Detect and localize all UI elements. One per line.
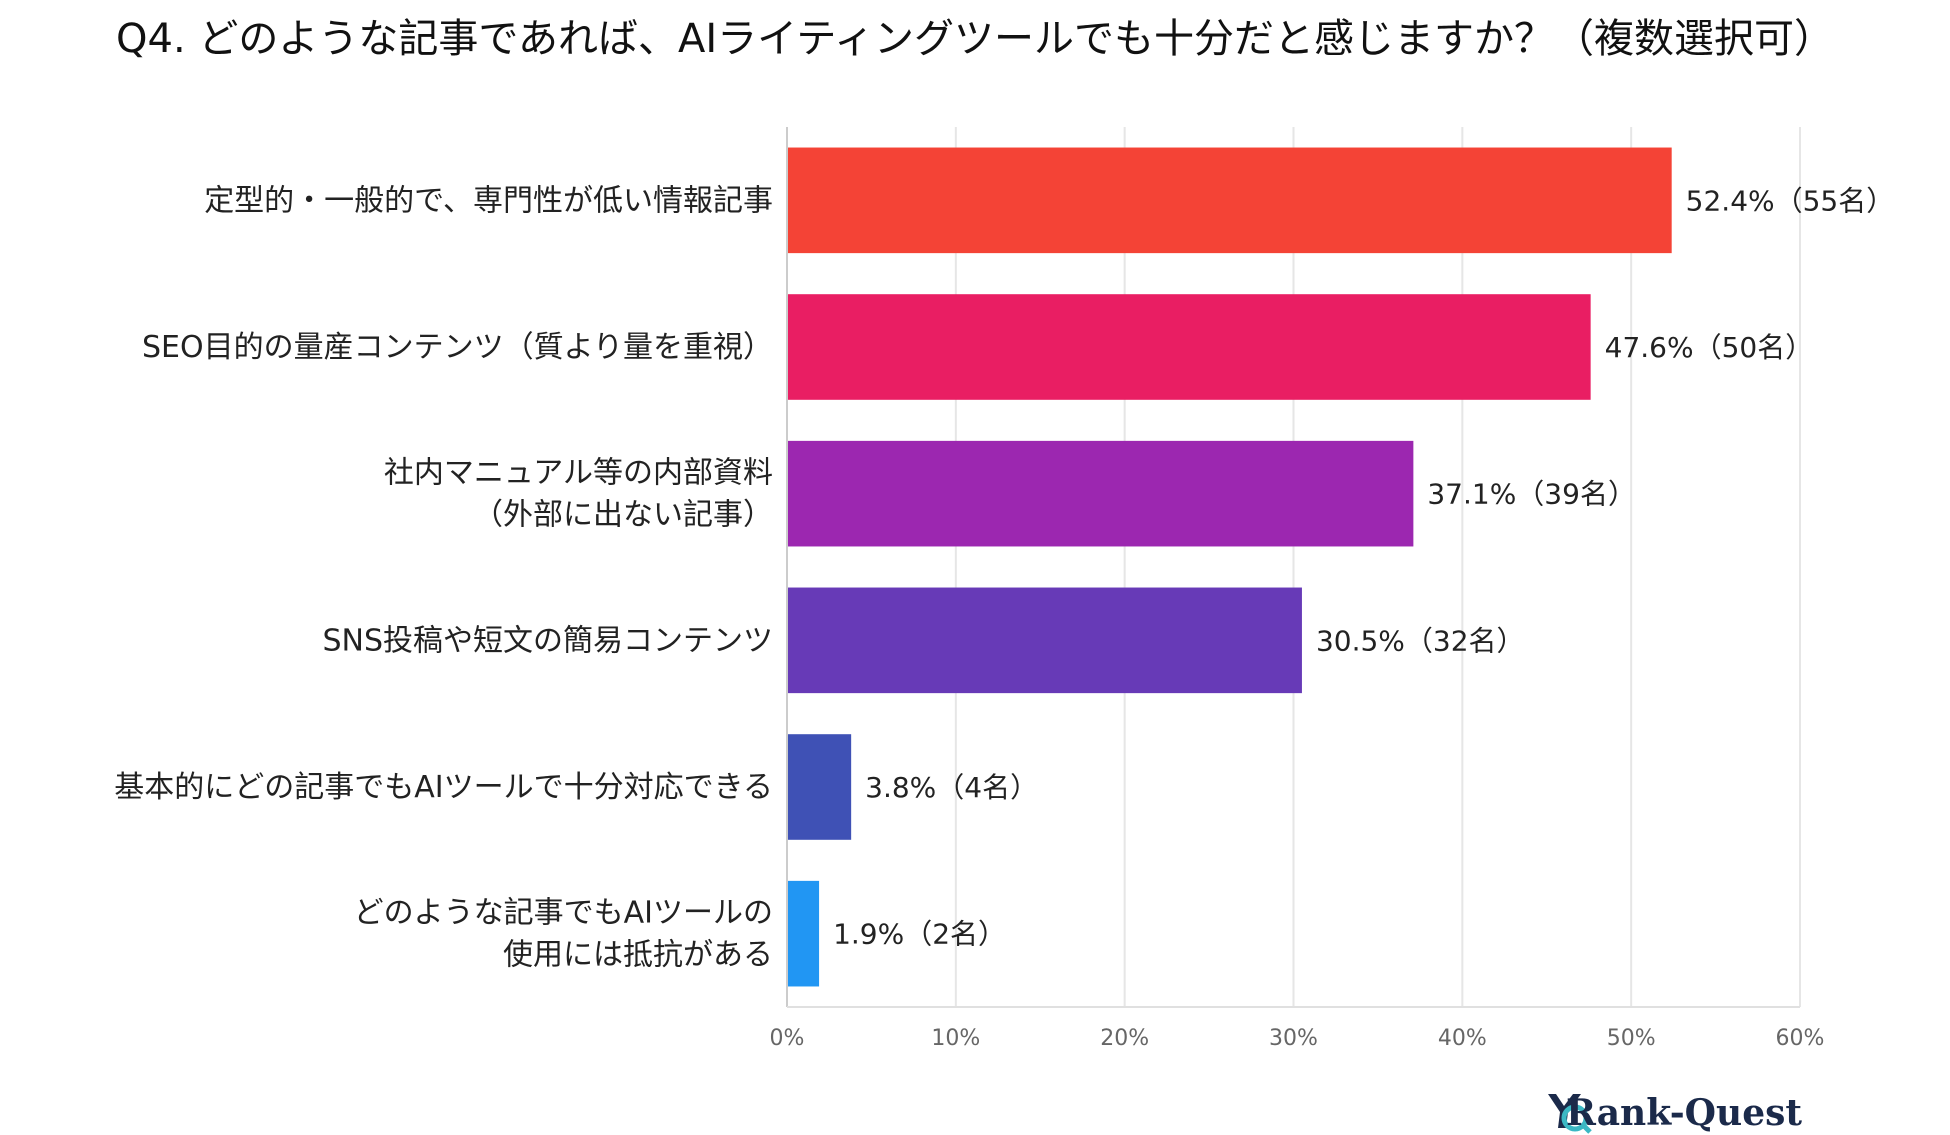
value-labels: 52.4%（55名） 47.6%（50名） 37.1%（39名） 30.5%（32名）… xyxy=(833,184,1894,950)
rank-quest-wordmark: Rank-Quest xyxy=(1566,1092,1802,1134)
category-label-6-line-2: 使用には抵抗がある xyxy=(503,938,773,973)
x-tick-label-10: 10% xyxy=(931,1026,980,1051)
bar-4 xyxy=(787,587,1302,694)
value-label-6: 1.9%（2名） xyxy=(833,918,1006,951)
x-tick-label-30: 30% xyxy=(1269,1026,1318,1051)
grid-lines xyxy=(954,127,1801,1007)
x-axis-ticks: 0% 10% 20% 30% 40% 50% 60% xyxy=(770,1026,1825,1051)
category-label-4: SNS投稿や短文の簡易コンテンツ xyxy=(322,623,773,658)
x-tick-label-60: 60% xyxy=(1776,1026,1825,1051)
bar-2 xyxy=(787,294,1591,400)
rank-quest-logo-icon xyxy=(1548,1094,1592,1134)
category-label-6-line-1: どのような記事でもAIツールの xyxy=(354,896,773,931)
x-tick-label-0: 0% xyxy=(770,1026,805,1051)
bar-1 xyxy=(787,147,1672,254)
bar-5 xyxy=(787,734,852,840)
category-label-2: SEO目的の量産コンテンツ（質より量を重視） xyxy=(142,330,773,365)
category-label-3-line-2: （外部に出ない記事） xyxy=(473,498,773,533)
chart-title: Q4. どのような記事であれば、AIライティングツールでも十分だと感じますか？（… xyxy=(116,16,1834,62)
x-tick-label-50: 50% xyxy=(1607,1026,1656,1051)
category-label-1: 定型的・一般的で、専門性が低い情報記事 xyxy=(204,183,773,218)
rank-quest-logo: Rank-Quest xyxy=(1548,1092,1802,1134)
value-label-2: 47.6%（50名） xyxy=(1605,331,1814,364)
category-label-3-line-1: 社内マニュアル等の内部資料 xyxy=(384,456,773,491)
bar-3 xyxy=(787,440,1414,547)
value-label-5: 3.8%（4名） xyxy=(865,771,1038,804)
value-label-3: 37.1%（39名） xyxy=(1427,478,1636,511)
bar-6 xyxy=(787,880,820,987)
value-label-1: 52.4%（55名） xyxy=(1686,184,1895,217)
x-tick-label-20: 20% xyxy=(1100,1026,1149,1051)
category-label-5: 基本的にどの記事でもAIツールで十分対応できる xyxy=(114,770,773,805)
value-label-4: 30.5%（32名） xyxy=(1316,624,1525,657)
bars xyxy=(787,147,1672,987)
x-tick-label-40: 40% xyxy=(1438,1026,1487,1051)
category-labels: 定型的・一般的で、専門性が低い情報記事 SEO目的の量産コンテンツ（質より量を重視… xyxy=(114,183,773,972)
